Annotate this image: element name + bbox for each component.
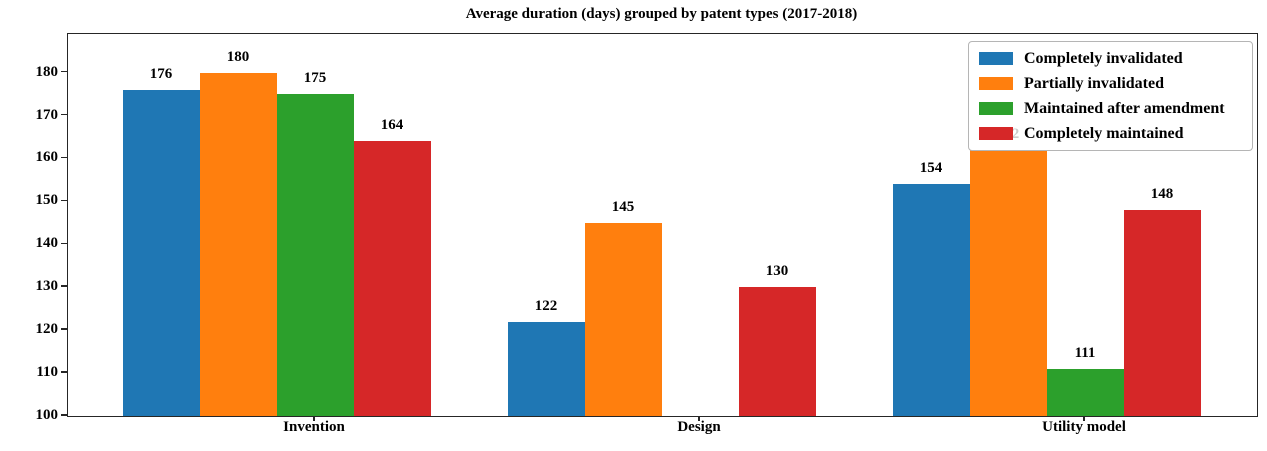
y-tick-label-180: 180 <box>35 63 59 80</box>
x-tick-label-invention: Invention <box>283 419 345 435</box>
bar-invention-partially-invalidated <box>199 72 277 416</box>
bar-design-completely-maintained <box>738 287 816 416</box>
legend-label: Completely invalidated <box>1024 49 1183 67</box>
legend: Completely invalidated Partially invalid… <box>968 41 1253 151</box>
bar-value-label: 175 <box>303 70 327 87</box>
legend-swatch-red-icon <box>979 127 1013 140</box>
y-tick-mark <box>61 371 67 373</box>
legend-item-completely-invalidated: Completely invalidated <box>979 46 1242 71</box>
legend-label: Completely maintained <box>1024 124 1184 142</box>
chart-title: Average duration (days) grouped by paten… <box>465 6 858 22</box>
bar-value-label: 164 <box>380 117 404 134</box>
y-tick-mark <box>61 70 67 73</box>
y-tick-mark <box>61 285 67 287</box>
bar-value-label: 154 <box>919 160 943 177</box>
x-tick-label-design: Design <box>677 419 721 435</box>
y-tick-mark <box>61 199 67 202</box>
y-tick-label-120: 120 <box>35 321 59 338</box>
y-tick-label-170: 170 <box>35 106 59 123</box>
bar-utility-model-partially-invalidated <box>969 149 1047 416</box>
y-tick-label-150: 150 <box>35 192 59 209</box>
y-tick-mark <box>61 414 67 416</box>
bar-value-label: 130 <box>765 263 789 280</box>
legend-item-partially-invalidated: Partially invalidated <box>979 71 1242 96</box>
bar-value-label: 122 <box>534 297 558 314</box>
y-tick-mark <box>61 156 67 159</box>
legend-swatch-blue-icon <box>979 52 1013 65</box>
y-tick-label-140: 140 <box>35 235 59 252</box>
x-tick-mark <box>698 416 700 421</box>
bar-design-completely-invalidated <box>507 321 585 416</box>
y-tick-label-130: 130 <box>35 278 59 295</box>
bar-utility-model-completely-maintained <box>1123 209 1201 416</box>
bar-invention-completely-invalidated <box>122 89 200 416</box>
x-tick-label-utility-model: Utility model <box>1042 419 1126 435</box>
legend-swatch-green-icon <box>979 102 1013 115</box>
y-tick-label-100: 100 <box>35 407 59 423</box>
legend-swatch-orange-icon <box>979 77 1013 90</box>
bar-design-partially-invalidated <box>584 222 662 416</box>
x-tick-mark <box>1083 416 1085 421</box>
y-tick-mark <box>61 328 67 330</box>
legend-label: Maintained after amendment <box>1024 99 1225 117</box>
legend-label: Partially invalidated <box>1024 74 1164 92</box>
bar-value-label: 180 <box>226 48 250 65</box>
y-tick-label-110: 110 <box>36 364 58 381</box>
y-tick-mark <box>61 113 67 116</box>
x-tick-mark <box>313 416 315 421</box>
y-tick-mark <box>61 242 67 245</box>
bar-value-label: 145 <box>611 198 635 215</box>
legend-item-completely-maintained: Completely maintained <box>979 121 1242 146</box>
bar-utility-model-completely-invalidated <box>892 184 970 416</box>
bar-value-label: 148 <box>1150 185 1174 202</box>
legend-item-maintained-after-amendment: Maintained after amendment <box>979 96 1242 121</box>
bar-value-label: 111 <box>1074 344 1096 361</box>
bar-value-label: 176 <box>149 65 173 82</box>
bar-invention-maintained-after-amendment <box>276 94 354 416</box>
bar-invention-completely-maintained <box>353 141 431 416</box>
bar-utility-model-maintained-after-amendment <box>1046 368 1124 416</box>
y-tick-label-160: 160 <box>35 149 59 166</box>
